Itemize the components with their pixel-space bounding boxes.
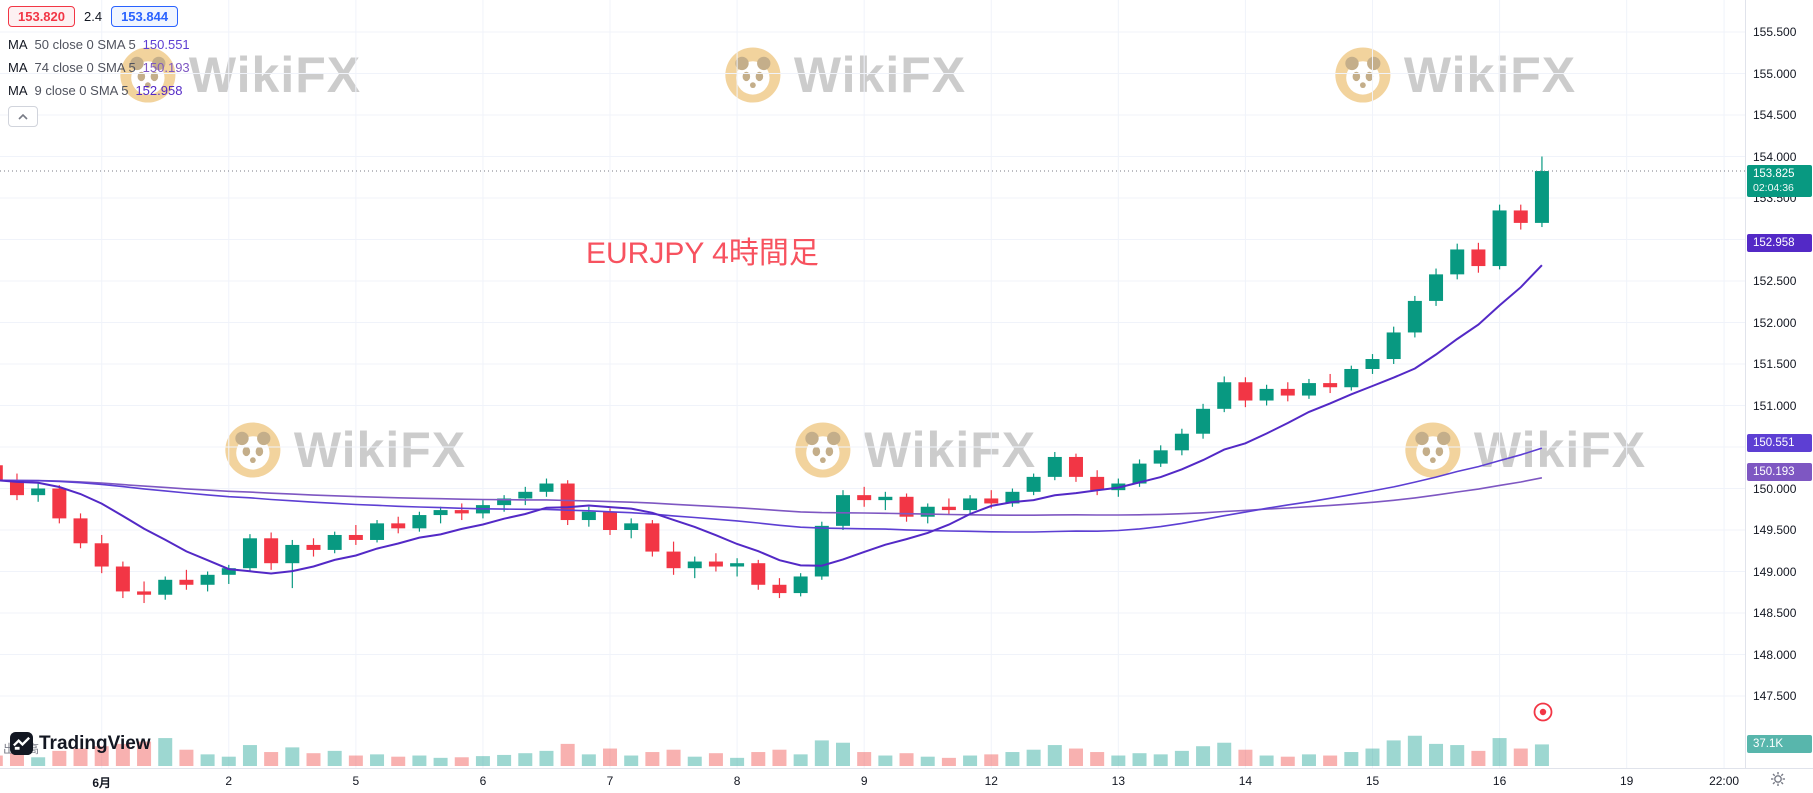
last-price-tag: 153.825 02:04:36 <box>1747 165 1812 198</box>
ma50-line <box>0 447 1543 533</box>
record-dot-icon[interactable] <box>1533 702 1553 722</box>
indicator-name: MA <box>8 60 28 75</box>
indicator-row-ma50[interactable]: MA 50 close 0 SMA 5 150.551 <box>8 37 190 52</box>
time-axis[interactable]: 6月 2 5 6 7 8 9 12 13 14 15 16 19 22:00 <box>0 768 1813 793</box>
time-axis-label: 6月 <box>92 776 112 790</box>
indicator-params: 50 close 0 SMA 5 <box>34 37 136 52</box>
indicator-params: 74 close 0 SMA 5 <box>34 60 136 75</box>
ma9-line <box>0 264 1543 575</box>
spread-label: 2.4 <box>84 9 103 24</box>
price-axis-label: 150.000 <box>1753 481 1797 496</box>
tradingview-logo-icon <box>10 732 33 755</box>
time-axis-label: 19 <box>1619 774 1634 788</box>
price-axis-label: 155.500 <box>1753 25 1797 39</box>
price-axis-label: 151.000 <box>1753 398 1797 413</box>
buy-price-button[interactable]: 153.844 <box>111 6 179 27</box>
indicator-value-2: 152.958 <box>135 83 183 98</box>
legend-collapse-button[interactable] <box>8 106 38 127</box>
price-axis-label: 148.000 <box>1753 647 1797 662</box>
price-axis-label: 152.500 <box>1753 274 1797 288</box>
chevron-up-icon <box>18 113 28 120</box>
time-axis-label: 15 <box>1365 774 1380 788</box>
price-axis-label: 152.000 <box>1753 315 1797 330</box>
tradingview-label: TradingView <box>39 732 151 754</box>
candles <box>0 156 1549 604</box>
time-axis-label: 16 <box>1492 774 1507 788</box>
price-axis-label: 155.000 <box>1753 66 1797 81</box>
price-axis[interactable]: 155.500155.000154.500154.000153.500153.0… <box>1745 0 1813 768</box>
time-axis-label: 12 <box>984 774 998 788</box>
volume-bars <box>0 735 1549 766</box>
gridlines <box>0 0 1745 768</box>
axis-settings-corner[interactable] <box>1770 771 1786 792</box>
price-axis-label: 149.500 <box>1753 523 1797 537</box>
price-axis-label: 148.500 <box>1753 606 1797 620</box>
indicator-name: MA <box>8 83 28 98</box>
time-axis-label: 2 <box>225 774 233 788</box>
tradingview-watermark[interactable]: TradingView <box>10 732 151 755</box>
indicator-params: 9 close 0 SMA 5 <box>34 83 129 98</box>
chart-annotation: EURJPY 4時間足 <box>586 237 819 270</box>
gear-icon <box>1771 772 1785 786</box>
ma74-line <box>0 477 1543 517</box>
time-axis-label: 22:00 <box>1709 774 1740 788</box>
time-axis-label: 14 <box>1238 774 1253 788</box>
bid-ask-row: 153.820 2.4 153.844 <box>8 6 190 27</box>
indicator-row-ma74[interactable]: MA 74 close 0 SMA 5 150.193 <box>8 60 190 75</box>
indicator-value-1: 150.193 <box>142 60 190 75</box>
time-axis-label: 9 <box>860 774 868 788</box>
time-axis-label: 13 <box>1111 774 1125 788</box>
indicator-value-0: 150.551 <box>142 37 190 52</box>
ma50-price-tag: 150.551 <box>1747 433 1812 452</box>
ma74-price-tag: 150.193 <box>1747 463 1812 482</box>
time-axis-label: 5 <box>352 774 360 788</box>
price-axis-label: 149.000 <box>1753 564 1797 579</box>
price-axis-label: 154.000 <box>1753 149 1797 164</box>
time-axis-label: 8 <box>733 774 741 788</box>
price-axis-label: 151.500 <box>1753 357 1797 371</box>
price-axis-label: 154.500 <box>1753 108 1797 122</box>
time-axis-label: 6 <box>479 774 487 788</box>
indicator-row-ma9[interactable]: MA 9 close 0 SMA 5 152.958 <box>8 83 190 98</box>
sell-price-button[interactable]: 153.820 <box>8 6 75 27</box>
volume-tag: 37.1K <box>1747 735 1812 754</box>
indicator-name: MA <box>8 37 28 52</box>
candlestick-chart-pane[interactable] <box>0 0 1745 768</box>
chart-legend: 153.820 2.4 153.844 MA 50 close 0 SMA 5 … <box>8 6 190 127</box>
time-axis-label: 7 <box>606 774 614 788</box>
price-axis-label: 147.500 <box>1753 689 1797 703</box>
ma9-price-tag: 152.958 <box>1747 233 1812 252</box>
